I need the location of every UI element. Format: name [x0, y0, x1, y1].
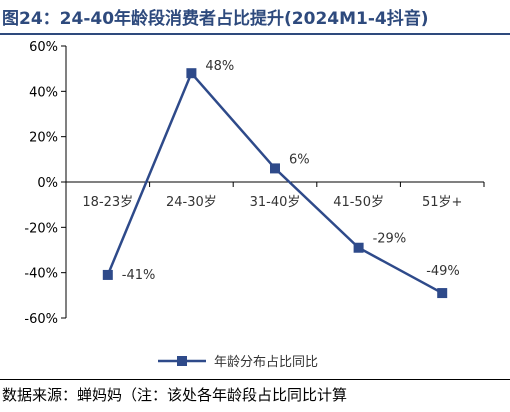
title-divider	[0, 33, 510, 35]
data-point-marker	[186, 68, 197, 79]
source-note: 数据来源：蝉妈妈（注：该处各年龄段占比同比计算	[2, 386, 348, 404]
y-tick-label: -20%	[24, 221, 58, 236]
y-tick-label: 0%	[37, 176, 58, 191]
legend-marker	[177, 356, 187, 366]
chart-title: 图24：24-40年龄段消费者占比提升(2024M1-4抖音)	[2, 9, 429, 29]
data-label: -41%	[122, 268, 156, 283]
data-point-marker	[102, 269, 113, 280]
y-tick-label: 20%	[29, 131, 58, 146]
line-chart: 60% 40% 20% 0% -20% -40% -60% 18-23岁 24-30岁 31-40…	[24, 40, 485, 370]
data-point-marker	[353, 242, 364, 253]
y-tick-label: 60%	[29, 40, 58, 55]
x-category-label: 41-50岁	[333, 195, 384, 210]
source-divider	[0, 379, 510, 380]
x-category-label: 18-23岁	[82, 195, 133, 210]
y-tick-label: -60%	[24, 312, 58, 327]
x-category-label: 31-40岁	[250, 195, 301, 210]
y-tick-label: 40%	[29, 85, 58, 100]
y-tick-label: -40%	[24, 267, 58, 282]
data-label: -49%	[426, 264, 460, 279]
legend-label: 年龄分布占比同比	[214, 355, 318, 370]
series-line	[106, 70, 443, 295]
data-label: 6%	[289, 152, 310, 167]
chart-title-bar: 图24：24-40年龄段消费者占比提升(2024M1-4抖音)	[0, 0, 510, 35]
x-category-label: 51岁+	[422, 195, 462, 210]
data-label: -29%	[373, 232, 407, 247]
data-point-marker	[437, 288, 448, 299]
data-label: 48%	[205, 59, 234, 74]
x-category-label: 24-30岁	[166, 195, 217, 210]
data-point-marker	[270, 163, 280, 174]
